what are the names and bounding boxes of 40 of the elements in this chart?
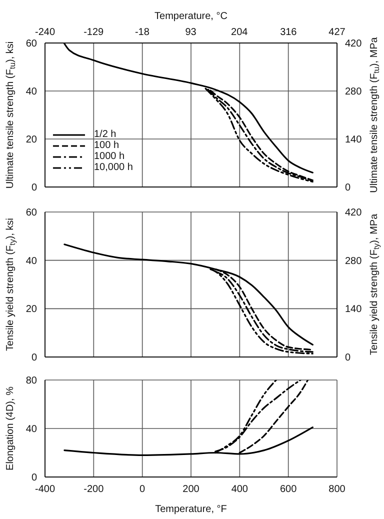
y2-tick-label: 420: [345, 208, 362, 219]
y2-tick-label: 0: [345, 352, 351, 364]
y-tick-label: 20: [26, 304, 38, 316]
x2-tick-label: 204: [231, 27, 248, 38]
y-tick-label: 40: [26, 256, 38, 267]
x-tick-label: 800: [328, 484, 346, 496]
legend-label: 1000 h: [94, 151, 125, 162]
y-tick-label: 20: [26, 134, 38, 146]
y2-tick-label: 280: [345, 256, 362, 267]
y-tick-label: 40: [26, 86, 38, 98]
y-tick-label: 60: [26, 208, 38, 219]
y2-tick-label: 140: [345, 134, 362, 146]
y-tick-label: 0: [31, 472, 38, 484]
x-tick-label: 400: [231, 484, 248, 496]
legend-label: 1/2 h: [94, 129, 116, 140]
x2-tick-label: 427: [328, 27, 346, 38]
legend-label: 10,000 h: [94, 162, 133, 173]
x-tick-label: -200: [84, 484, 104, 496]
x-axis-title: Temperature, °F: [155, 504, 227, 514]
x-tick-label: 0: [140, 484, 146, 496]
x2-tick-label: -18: [134, 27, 150, 38]
x-tick-label: -400: [34, 484, 56, 496]
x2-tick-label: 316: [280, 27, 298, 38]
x2-tick-label: -240: [34, 27, 56, 38]
x-tick-label: 600: [280, 484, 298, 496]
y-tick-label: 60: [26, 38, 38, 50]
x-tick-label: 200: [182, 484, 200, 496]
x2-tick-label: -129: [84, 27, 104, 38]
y-tick-label: 0: [31, 352, 38, 364]
y2-tick-label: 420: [345, 38, 362, 50]
legend-label: 100 h: [94, 140, 120, 151]
y-axis-title: Elongation (4D), %: [4, 386, 16, 470]
y2-tick-label: 280: [345, 86, 362, 98]
y-tick-label: 80: [26, 376, 38, 387]
x2-tick-label: 93: [185, 27, 197, 38]
y2-tick-label: 0: [345, 182, 351, 194]
y-tick-label: 0: [31, 182, 38, 194]
y-tick-label: 40: [26, 424, 38, 436]
y2-tick-label: 140: [345, 304, 362, 316]
x2-axis-title: Temperature, °C: [154, 10, 228, 22]
